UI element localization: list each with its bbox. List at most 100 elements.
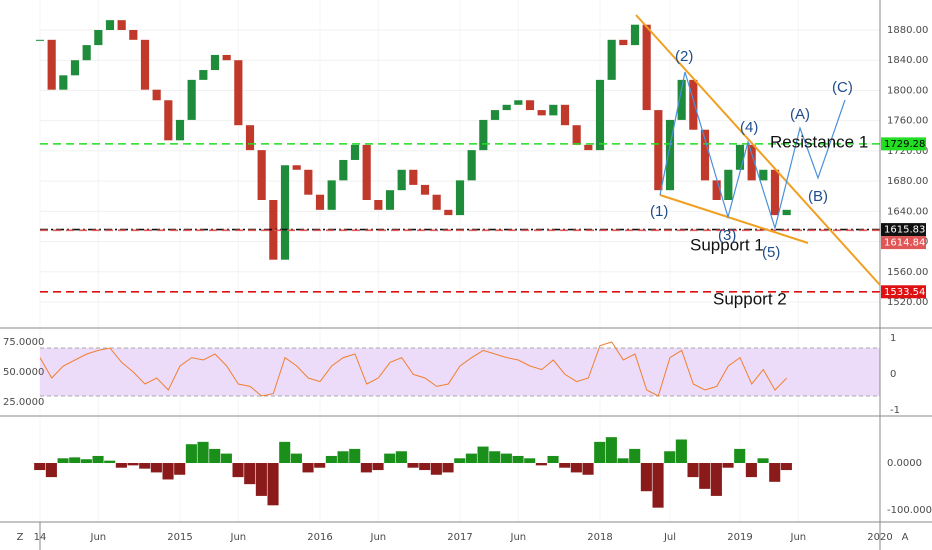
histogram-bar [162,463,174,480]
y2-tick-label: 1 [890,333,896,344]
x-tick-label: 2018 [587,532,612,543]
histogram-bar [290,453,302,464]
histogram-bar [477,446,489,464]
candle [700,129,710,181]
histogram-bar [465,453,477,464]
candle [514,100,523,105]
price-label-box [881,236,926,250]
candle [280,165,290,260]
y-tick-label: 1520.00 [887,297,928,308]
histogram-bar [232,463,244,478]
candle [199,70,208,80]
candle [455,180,465,216]
histogram-bar [745,463,757,478]
candle [595,79,605,151]
rsi-line [39,341,788,397]
candle [584,144,593,151]
histogram-bar [57,458,69,464]
rsi-band [40,348,880,397]
candle [152,89,161,101]
annotation: Support 2 [713,289,787,308]
candle [327,180,336,210]
y-tick-label: 25.0000 [3,397,44,408]
candle [770,169,780,216]
y-tick-label: 1680.00 [887,176,928,187]
candle [397,169,406,191]
candle [409,169,418,185]
histogram-bar [687,463,699,478]
candle [747,144,756,181]
histogram-bar [430,463,442,475]
candle [619,39,628,46]
y-tick-label: 1800.00 [887,85,928,96]
price-label: 1533.54 [884,287,925,298]
candle [549,104,558,116]
price-label: 1615.83 [884,225,925,236]
candle [304,169,313,195]
y-tick-label: 1760.00 [887,116,928,127]
candle [117,20,126,30]
y-tick-label: 50.0000 [3,367,44,378]
histogram-bar [174,463,186,475]
candle [490,110,500,120]
candle [374,200,383,210]
histogram-bar [127,463,139,466]
histogram-bar [139,463,151,469]
wave-label: (A) [790,106,810,123]
corner-button[interactable]: A [902,532,909,543]
candle [234,60,243,126]
x-tick-label: 2016 [307,532,332,543]
candle [607,39,616,80]
candle [47,39,56,90]
corner-button[interactable]: Z [17,532,24,543]
y2-tick-label: 0 [890,369,896,380]
wave-label: (5) [762,244,780,261]
x-tick-label: Jul [663,532,676,543]
wave-label: (B) [808,188,828,205]
x-tick-label: Jun [370,532,387,543]
candle [467,150,476,181]
trend-line [635,14,881,286]
candle [677,79,686,120]
y2-tick-label: -1 [890,405,900,416]
histogram-bar [185,444,197,464]
plot-layer: 1520.001560.001600.001640.001680.001720.… [3,0,932,543]
histogram-bar [454,458,466,464]
candle [94,29,103,46]
histogram-bar [710,463,722,496]
candle [782,209,791,216]
candle [245,125,255,151]
y-tick-label: 75.0000 [3,337,44,348]
price-label-box [881,285,926,299]
histogram-bar [605,437,617,464]
histogram-bar [419,463,431,471]
histogram-bar [104,460,116,464]
histogram-bar [675,439,687,464]
candle [35,39,45,41]
candle [222,54,231,61]
y-tick-label: 1560.00 [887,267,928,278]
y-tick-label: 1720.00 [887,146,928,157]
x-tick-label: Jun [90,532,107,543]
wave-label: (1) [650,203,668,220]
histogram-bar [279,441,291,464]
candle [164,100,173,141]
histogram-bar [45,463,57,478]
candle [292,165,301,170]
x-tick-label: Jun [790,532,807,543]
histogram-bar [80,459,92,464]
candle [525,100,535,111]
histogram-bar [500,453,512,464]
histogram-bar [244,463,256,485]
wave-label: (3) [718,227,736,244]
candle [82,45,91,61]
histogram-bar [34,463,46,471]
histogram-bar [640,463,652,492]
histogram-bar [407,463,419,468]
price-label-box [881,137,926,151]
candle [339,159,348,181]
x-tick-label: 2017 [447,532,472,543]
histogram-bar [524,458,536,464]
histogram-bar [314,463,326,468]
